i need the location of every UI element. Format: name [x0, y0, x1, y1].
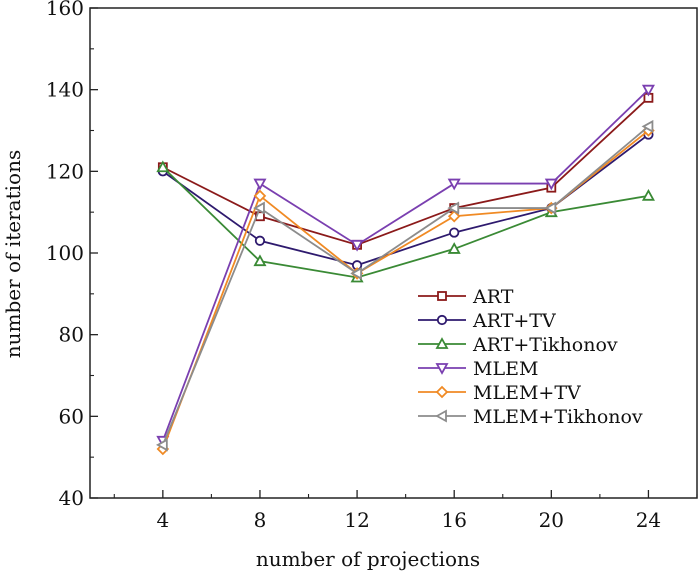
- series-line: [162, 125, 650, 446]
- data-point: [544, 178, 558, 191]
- x-tick-label: 4: [156, 508, 169, 532]
- legend-marker: [437, 291, 447, 301]
- y-tick-label: 80: [59, 323, 84, 347]
- legend-marker: [435, 363, 449, 375]
- data-point: [350, 266, 362, 280]
- legend-marker: [435, 385, 449, 399]
- data-point: [641, 188, 655, 201]
- y-tick-label: 120: [46, 159, 84, 183]
- series-line: [162, 97, 650, 246]
- series-line: [161, 89, 650, 442]
- legend-label: ART+TV: [472, 310, 556, 332]
- data-point: [447, 201, 460, 215]
- y-tick-label: 40: [59, 486, 84, 510]
- y-tick-label: 140: [46, 78, 84, 102]
- legend-label: ART+Tikhonov: [472, 334, 618, 356]
- series-mlem-tv: [156, 124, 655, 456]
- legend-item: MLEM+Tikhonov: [418, 406, 643, 428]
- legend-label: MLEM+Tikhonov: [473, 406, 643, 428]
- data-point: [641, 84, 655, 97]
- series-mlem: [156, 84, 655, 448]
- series-art: [157, 92, 654, 250]
- x-tick-label: 20: [539, 508, 564, 532]
- legend: ARTART+TVART+TikhonovMLEMMLEM+TVMLEM+Tik…: [418, 286, 643, 428]
- legend-item: ART+Tikhonov: [418, 334, 618, 356]
- data-point: [544, 201, 557, 215]
- data-point: [350, 239, 364, 252]
- legend-item: MLEM+TV: [418, 382, 581, 404]
- series-art-tv: [157, 129, 654, 271]
- legend-marker: [435, 337, 449, 349]
- x-tick-label: 8: [254, 508, 267, 532]
- x-tick-label: 12: [344, 508, 369, 532]
- data-point: [447, 178, 461, 191]
- data-point: [253, 178, 267, 191]
- legend-label: MLEM: [473, 358, 538, 380]
- legend-item: ART: [418, 286, 514, 308]
- data-point: [641, 119, 654, 133]
- x-tick-label: 24: [636, 508, 661, 532]
- y-tick-label: 100: [46, 241, 84, 265]
- data-point: [155, 438, 168, 452]
- data-point: [156, 160, 170, 173]
- data-point: [253, 254, 267, 267]
- data-point: [447, 242, 461, 254]
- y-axis-title: number of iterations: [1, 150, 25, 358]
- y-tick-label: 60: [59, 404, 84, 428]
- data-point: [449, 227, 460, 238]
- x-axis-title: number of projections: [256, 547, 480, 571]
- y-tick-label: 160: [46, 0, 84, 20]
- legend-label: ART: [472, 286, 514, 308]
- x-tick-label: 16: [441, 508, 466, 532]
- axis-ticks: 40 60 80 100 120 140 160 4 8 12 16 20 24: [46, 0, 698, 532]
- data-point: [254, 235, 266, 246]
- legend-item: MLEM: [418, 358, 538, 380]
- series-mlem-tikhonov: [155, 119, 654, 452]
- legend-marker: [436, 314, 448, 326]
- data-point: [447, 209, 461, 223]
- data-point: [253, 201, 265, 215]
- series-lines: [155, 84, 655, 456]
- legend-label: MLEM+TV: [473, 382, 581, 404]
- data-point: [253, 189, 267, 203]
- legend-marker: [435, 409, 447, 423]
- legend-item: ART+TV: [418, 310, 556, 332]
